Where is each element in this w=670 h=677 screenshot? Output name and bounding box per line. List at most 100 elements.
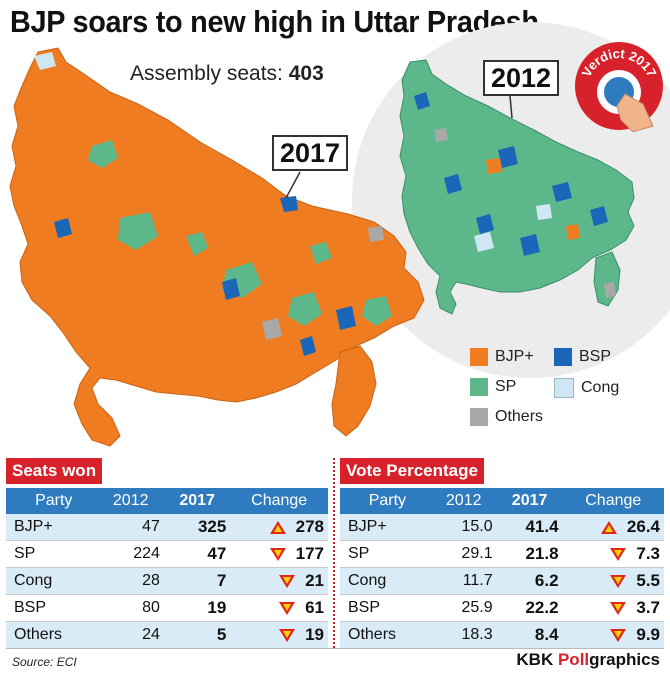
vote-cell-2012: 25.9 [430,594,497,622]
seats-cell-2017: 47 [163,540,231,568]
vote-cell-2012: 18.3 [430,621,497,649]
seats-row: SP 224 47 177 [6,540,328,568]
seats-header-change: Change [230,488,328,514]
map-2017-cong-region [34,52,56,70]
seats-header-row: Party 2012 2017 Change [6,488,328,514]
vote-header-change: Change [562,488,664,514]
vote-percentage-title: Vote Percentage [340,458,484,484]
seats-cell-party: Cong [6,567,98,595]
vote-cell-2017: 22.2 [496,594,563,622]
arrow-up-icon [600,521,617,535]
vote-cell-2012: 29.1 [430,540,497,568]
graphics-credit: KBK Pollgraphics [516,650,660,670]
seats-won-title: Seats won [6,458,103,484]
seats-cell-party: SP [6,540,98,568]
seats-header-2017: 2017 [163,488,231,514]
vote-cell-2012: 11.7 [430,567,497,595]
map-2012-cong-region [474,232,494,252]
arrow-down-icon [610,575,627,589]
seats-cell-party: BJP+ [6,514,98,541]
seats-cell-2012: 224 [97,540,164,568]
vote-change-value: 5.5 [636,571,660,590]
seats-cell-2012: 24 [97,621,164,649]
legend-item-cong: Cong [554,378,619,398]
arrow-down-icon [279,629,296,643]
assembly-seats: Assembly seats: 403 [130,62,324,86]
vote-cell-change: 26.4 [562,514,664,541]
seats-cell-change: 21 [230,567,328,595]
seats-cell-2017: 7 [163,567,231,595]
panel-divider [333,458,335,648]
map-2012-bsp-region [552,182,572,202]
map-2012-bsp-region [498,146,518,168]
tag-2012-pointer [509,95,513,119]
map-2012-state [399,59,635,315]
seats-cell-change: 177 [230,540,328,568]
map-2017-sp-region [288,292,322,326]
credit-prefix: KBK [516,650,558,669]
seats-cell-2017: 19 [163,594,231,622]
map-2017-bsp-region [280,196,298,212]
seats-cell-change: 61 [230,594,328,622]
seats-won-table: Party 2012 2017 Change BJP+ 47 325 278 SP 224… [6,488,328,649]
seats-row: Cong 28 7 21 [6,567,328,595]
map-2012-bjp-region [566,224,580,240]
arrow-down-icon [610,602,627,616]
vote-cell-change: 9.9 [562,621,664,649]
vote-row: Cong 11.7 6.2 5.5 [340,567,664,595]
seats-change-value: 278 [295,517,324,536]
legend-label-bsp: BSP [579,348,612,365]
arrow-down-icon [269,548,286,562]
seats-header-2012: 2012 [97,488,164,514]
pointing-hand-icon [616,93,654,132]
vote-cell-change: 5.5 [562,567,664,595]
vote-header-party: Party [340,488,431,514]
footer-divider [6,648,664,649]
legend-label-bjp: BJP+ [495,348,534,365]
seats-row: BJP+ 47 325 278 [6,514,328,541]
map-2017-sp-region [118,212,158,250]
seats-change-value: 21 [305,571,324,590]
credit-suffix: graphics [589,650,660,669]
map-2012-bjp-region [486,158,502,174]
map-2012 [399,59,635,315]
seats-row: Others 24 5 19 [6,621,328,649]
credit-highlight: Poll [557,650,590,669]
map-2017-south-lobe [331,345,377,437]
vote-header-2012: 2012 [430,488,497,514]
map-2012-bsp-region [520,234,540,256]
arrow-down-icon [279,602,296,616]
vote-row: SP 29.1 21.8 7.3 [340,540,664,568]
seats-cell-2017: 325 [163,514,231,541]
vote-row: Others 18.3 8.4 9.9 [340,621,664,649]
map-2012-cong-region [536,204,552,220]
legend-swatch-cong [554,378,574,398]
seats-change-value: 61 [305,598,324,617]
legend-item-bjp: BJP+ [470,348,534,366]
map-2017-others-region [262,318,282,340]
vote-cell-change: 7.3 [562,540,664,568]
vote-cell-2012: 15.0 [430,514,497,541]
legend-label-cong: Cong [581,379,620,396]
legend-label-others: Others [495,408,544,425]
assembly-seats-value: 403 [288,62,324,85]
seats-row: BSP 80 19 61 [6,594,328,622]
source-note: Source: ECI [12,655,77,669]
map-2017-bsp-region [222,278,240,300]
map-tag-2012: 2012 [483,60,560,96]
map-2017-others-region [368,226,384,242]
vote-cell-party: BJP+ [340,514,431,541]
vote-cell-change: 3.7 [562,594,664,622]
map-2012-bsp-region [476,214,494,234]
seats-cell-party: BSP [6,594,98,622]
seats-cell-2012: 28 [97,567,164,595]
seats-cell-2012: 47 [97,514,164,541]
vote-cell-2017: 8.4 [496,621,563,649]
map-2017-bsp-region [300,336,316,356]
seats-header-party: Party [6,488,98,514]
vote-cell-party: Others [340,621,431,649]
vote-change-value: 7.3 [636,544,660,563]
legend-swatch-bjp [470,348,488,366]
vote-change-value: 9.9 [636,625,660,644]
